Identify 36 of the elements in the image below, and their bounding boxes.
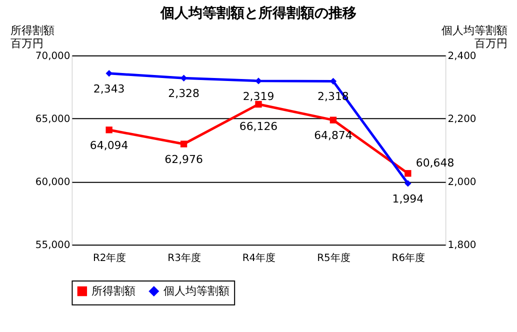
data-label: 1,994 [392, 192, 424, 206]
x-tick-label: R3年度 [168, 252, 201, 264]
y-axis-title: 所得割額 [10, 24, 54, 37]
y-tick-label: 65,000 [35, 114, 70, 125]
x-tick-label: R5年度 [317, 252, 350, 264]
data-label: 2,328 [168, 87, 200, 100]
legend-label: 個人均等割額 [163, 284, 230, 298]
data-label: 2,343 [93, 82, 125, 96]
y-tick-label: 55,000 [35, 240, 70, 252]
point [106, 126, 112, 134]
data-label: 62,976 [164, 152, 203, 166]
y-tick-label: 70,000 [35, 50, 70, 62]
point [404, 180, 412, 187]
y2-axis-title: 個人均等割額 [442, 24, 508, 37]
x-tick-label: R2年度 [92, 252, 126, 264]
x-tick-label: R4年度 [242, 252, 276, 264]
y-tick-label: 60,000 [35, 177, 70, 188]
point [404, 170, 412, 177]
point [255, 78, 262, 84]
point [106, 70, 112, 77]
x-tick-label: R6年度 [392, 252, 426, 264]
point [330, 116, 337, 124]
point [180, 140, 188, 148]
data-label: 64,874 [314, 128, 352, 142]
data-label: 64,094 [90, 138, 128, 152]
y2-tick-label: 1,800 [448, 240, 476, 252]
data-label: 60,648 [416, 156, 454, 170]
y2-tick-label: 2,400 [448, 50, 476, 62]
data-label: 66,126 [239, 120, 278, 134]
chart-title: 個人均等割額と所得割額の推移 [160, 4, 356, 22]
text: 百万円 [10, 36, 44, 50]
legend-label: 所得割額 [92, 284, 136, 298]
y2-tick-label: 2,200 [448, 114, 476, 125]
y2-tick-label: 2,000 [448, 177, 476, 188]
text: 百万円 [474, 36, 508, 50]
data-label: 2,319 [242, 90, 274, 103]
